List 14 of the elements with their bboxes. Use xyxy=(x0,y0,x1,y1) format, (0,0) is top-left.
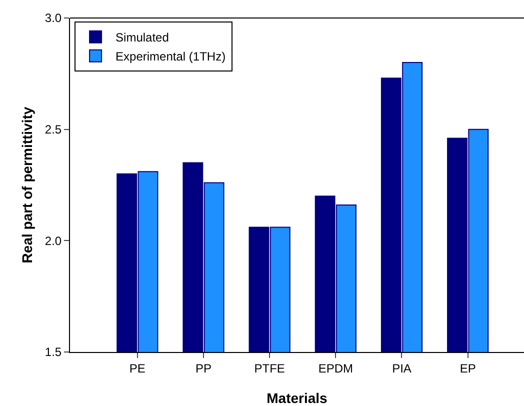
y-tick-label: 2.0 xyxy=(44,234,62,248)
y-tick-label: 3.0 xyxy=(44,11,62,26)
x-tick-label: EPDM xyxy=(318,361,353,376)
x-tick-label: PTFE xyxy=(254,361,285,376)
x-tick-label: PE xyxy=(129,361,146,376)
y-tick-label: 1.5 xyxy=(44,345,62,360)
legend-label: Simulated xyxy=(116,30,169,45)
y-tick-label: 2.5 xyxy=(44,122,62,137)
y-axis-title: Real part of permittivity xyxy=(19,106,35,264)
x-tick-label: PIA xyxy=(392,361,412,376)
legend-label: Experimental (1THz) xyxy=(116,50,226,64)
x-tick-label: PP xyxy=(195,361,212,376)
x-tick-label: EP xyxy=(460,361,476,376)
x-axis-title: Materials xyxy=(266,390,328,406)
